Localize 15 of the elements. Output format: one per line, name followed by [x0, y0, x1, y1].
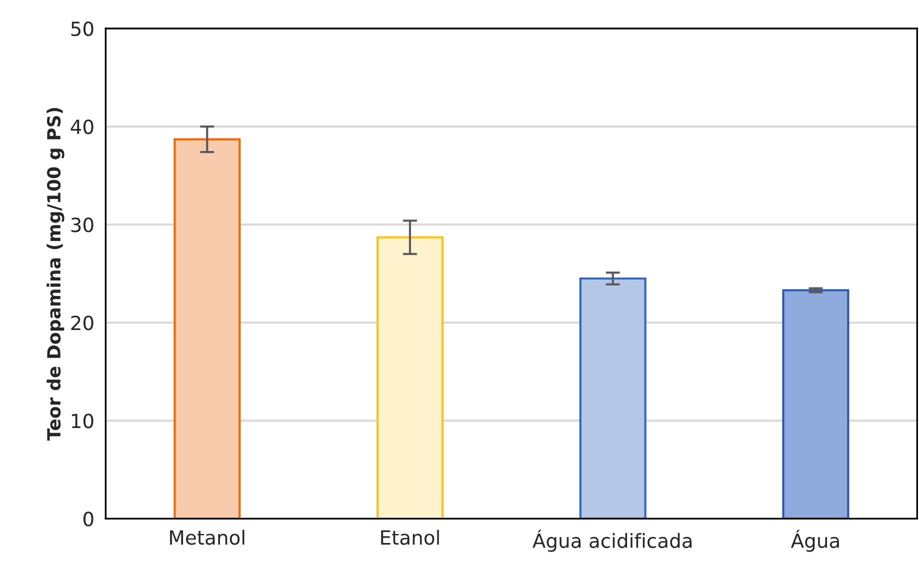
- bar: [376, 236, 444, 519]
- x-tick-label: Etanol: [381, 530, 439, 545]
- bar: [579, 277, 646, 519]
- bar: [782, 289, 850, 519]
- y-axis-title: Teor de Dopamina (mg/100 g PS): [46, 108, 64, 441]
- y-tick-label: 0: [83, 512, 94, 526]
- y-tick-label: 40: [70, 119, 94, 134]
- x-tick-label: Água: [790, 530, 839, 552]
- bar: [174, 138, 241, 519]
- y-tick-label: 30: [71, 218, 94, 232]
- x-tick-label: Metanol: [170, 530, 244, 545]
- x-tick-label: Água acidificada: [532, 530, 692, 552]
- y-tick-label: 10: [72, 414, 94, 428]
- y-tick-label: 50: [71, 21, 94, 36]
- y-tick-label: 20: [71, 316, 94, 330]
